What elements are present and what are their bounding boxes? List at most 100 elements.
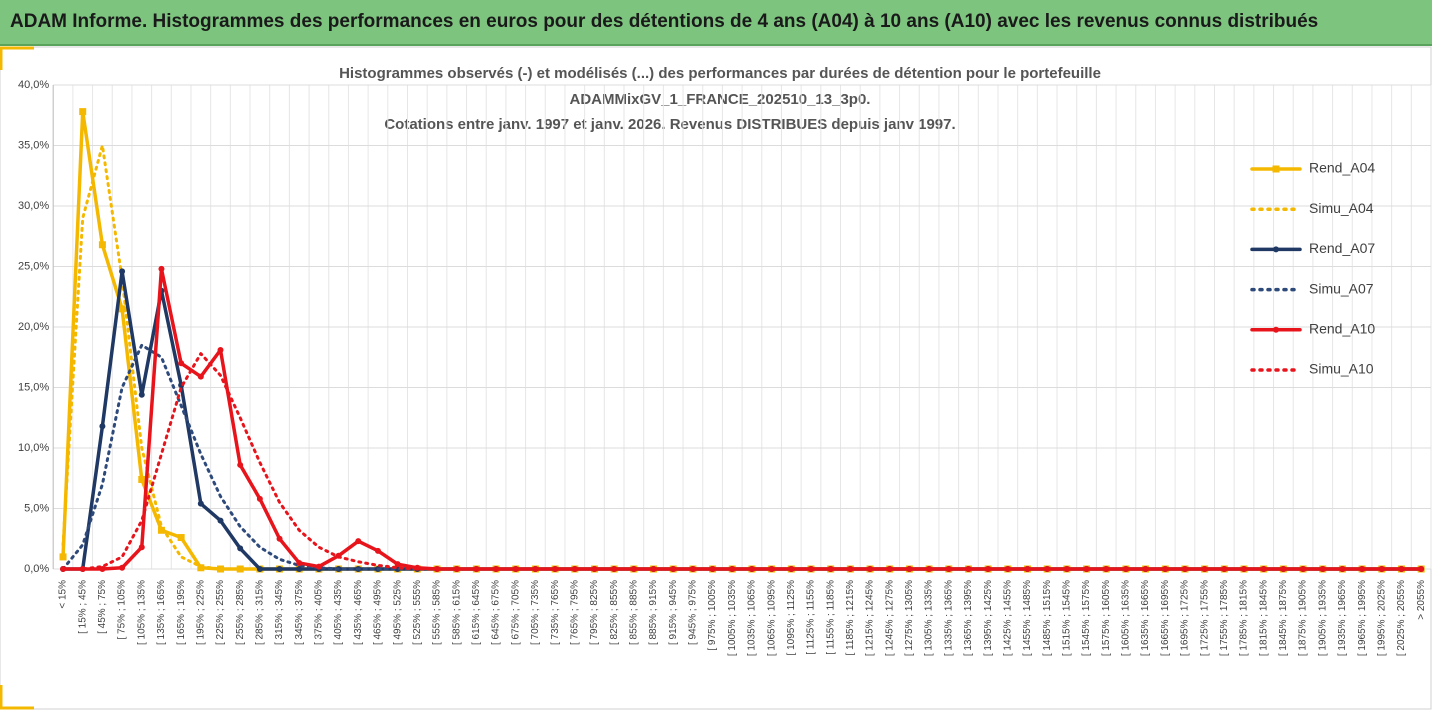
x-tick-label: [ 1515% ; 1545% (1062, 580, 1073, 656)
x-tick-label: [ 525% ; 555% (412, 580, 423, 645)
x-tick-label: [ 75% ; 105% (117, 580, 128, 640)
x-tick-label: [ 1815% ; 1845% (1258, 580, 1269, 656)
x-tick-label: [ 1155% ; 1185% (825, 580, 836, 655)
x-tick-label: [ 975% ; 1005% (707, 580, 718, 651)
legend-label: Rend_A10 (1309, 321, 1375, 337)
x-tick-label: [ 285% ; 315% (255, 580, 266, 645)
x-tick-label: [ 135% ; 165% (156, 580, 167, 645)
marker (217, 346, 224, 353)
x-tick-label: < 15% (58, 580, 69, 609)
x-tick-label: [ 585% ; 615% (451, 580, 462, 645)
x-tick-label: [ 195% ; 225% (195, 580, 206, 645)
x-tick-label: [ 315% ; 345% (274, 580, 285, 645)
marker (709, 566, 716, 572)
y-tick-label: 35,0% (18, 139, 49, 151)
x-tick-label: [ 555% ; 585% (432, 580, 443, 645)
x-tick-label: [ 405% ; 435% (333, 580, 344, 645)
marker (236, 565, 244, 573)
x-tick-label: [ 1485% ; 1515% (1042, 580, 1053, 656)
chart-title: Cotations entre janv. 1997 et janv. 2026… (384, 116, 955, 133)
x-tick-label: [ 1875% ; 1905% (1298, 580, 1309, 656)
y-tick-label: 0,0% (24, 563, 49, 575)
marker (256, 566, 263, 572)
x-tick-label: [ 225% ; 255% (215, 580, 226, 645)
marker (256, 495, 263, 502)
x-tick-label: > 2055% (1416, 580, 1427, 620)
marker (138, 544, 145, 551)
x-tick-label: [ 1425% ; 1455% (1002, 580, 1013, 656)
x-tick-label: [ 1545% ; 1575% (1081, 580, 1092, 656)
x-tick-label: [ 1065% ; 1095% (766, 580, 777, 656)
x-tick-label: [ 1245% ; 1275% (884, 580, 895, 656)
marker (315, 563, 322, 570)
x-tick-label: [ 465% ; 495% (373, 580, 384, 645)
x-tick-label: [ 1605% ; 1635% (1121, 580, 1132, 656)
x-tick-label: [ 855% ; 885% (628, 580, 639, 645)
x-tick-label: [ 1095% ; 1125% (786, 580, 797, 656)
marker (591, 566, 598, 572)
marker (138, 475, 146, 483)
x-tick-label: [ 435% ; 465% (353, 580, 364, 645)
header-banner: ADAM Informe. Histogrammes des performan… (0, 0, 1432, 46)
legend-label: Rend_A04 (1309, 160, 1375, 176)
marker (611, 566, 618, 572)
marker (157, 526, 165, 534)
x-tick-label: [ 1935% ; 1965% (1337, 580, 1348, 656)
x-tick-label: [ 1335% ; 1365% (943, 580, 954, 656)
x-tick-label: [ 915% ; 945% (668, 580, 679, 645)
marker (118, 305, 126, 313)
x-tick-label: [ 1725% ; 1755% (1199, 580, 1210, 656)
x-tick-label: [ 165% ; 195% (176, 580, 187, 645)
marker (394, 561, 401, 568)
y-tick-label: 15,0% (18, 381, 49, 393)
x-tick-label: [ 615% ; 645% (471, 580, 482, 645)
x-tick-label: [ 795% ; 825% (589, 580, 600, 645)
y-tick-label: 20,0% (18, 321, 49, 333)
series-line (61, 352, 1423, 571)
header-title: ADAM Informe. Histogrammes des performan… (10, 11, 1319, 32)
marker (98, 241, 106, 249)
x-tick-label: [ 2025% ; 2055% (1396, 580, 1407, 656)
chart-title: Histogrammes observés (-) et modélisés (… (339, 65, 1101, 82)
marker (906, 566, 913, 572)
x-tick-label: [ 1035% ; 1065% (747, 580, 758, 656)
x-tick-label: [ 1635% ; 1665% (1140, 580, 1151, 656)
legend-marker (1272, 165, 1280, 173)
marker (276, 566, 283, 572)
marker (276, 535, 283, 542)
x-tick-label: [ 375% ; 405% (314, 580, 325, 645)
x-tick-label: [ 1215% ; 1245% (865, 580, 876, 656)
y-tick-label: 10,0% (18, 442, 49, 454)
marker (296, 559, 303, 566)
marker (217, 517, 224, 524)
x-tick-label: [ 1905% ; 1935% (1317, 580, 1328, 656)
chart-title: ADAMMixGV_1_FRANCE_202510_13_3p0. (570, 91, 871, 108)
marker (1339, 566, 1346, 572)
x-tick-label: [ 675% ; 705% (510, 580, 521, 645)
x-tick-label: [ 885% ; 915% (648, 580, 659, 645)
marker (1241, 566, 1248, 572)
marker (197, 373, 204, 380)
marker (1319, 566, 1326, 572)
x-tick-label: [ 1125% ; 1155% (806, 580, 817, 655)
marker (119, 564, 126, 571)
x-tick-label: [ 495% ; 525% (392, 580, 403, 645)
legend-label: Simu_A04 (1309, 200, 1374, 216)
legend-marker (1273, 326, 1279, 333)
x-tick-label: [ 705% ; 735% (530, 580, 541, 645)
x-tick-label: [ 735% ; 765% (550, 580, 561, 645)
marker (178, 360, 185, 367)
marker (926, 566, 933, 572)
marker (807, 566, 814, 572)
x-tick-label: [ 1965% ; 1995% (1357, 580, 1368, 656)
x-tick-label: [ 765% ; 795% (569, 580, 580, 645)
marker (296, 566, 303, 572)
marker (177, 534, 185, 542)
marker (1024, 566, 1031, 572)
x-tick-label: [ 15% ; 45% (77, 580, 88, 634)
x-tick-label: [ 105% ; 135% (136, 580, 147, 645)
x-tick-label: [ 1455% ; 1485% (1022, 580, 1033, 656)
marker (119, 268, 126, 275)
